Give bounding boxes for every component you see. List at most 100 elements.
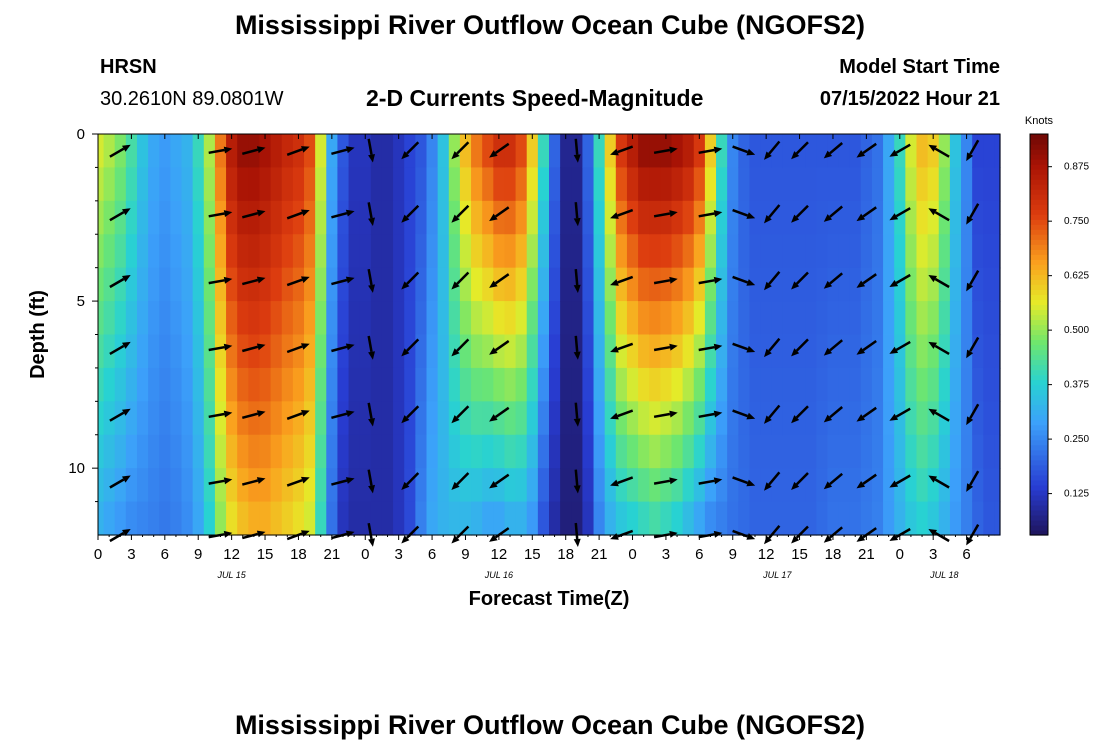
heatmap-cell xyxy=(649,501,661,536)
arrow-head xyxy=(401,151,410,160)
heatmap-cell xyxy=(404,468,416,503)
heatmap-cell xyxy=(838,434,851,469)
heatmap-cell xyxy=(615,200,628,235)
heatmap-cell xyxy=(359,468,372,503)
heatmap-cell xyxy=(181,401,194,436)
heatmap-cell xyxy=(237,167,249,202)
depth-time-chart: 0 3 6 9 12 15 18 21 0 3 6 9 12 15 18 21 0 3 6 9 12 15 18 21 0 3 6J… xyxy=(27,115,1089,610)
arrow-head xyxy=(345,477,355,484)
arrow-shaft xyxy=(456,271,470,285)
heatmap-cell xyxy=(649,167,661,202)
heatmap-cell xyxy=(916,167,929,202)
arrow-shaft xyxy=(653,148,671,155)
colorbar-segment xyxy=(1030,304,1048,311)
heatmap-cell xyxy=(961,301,973,336)
arrow-head xyxy=(122,408,131,416)
heatmap-cell xyxy=(125,267,138,302)
colorbar-segment xyxy=(1030,229,1048,235)
heatmap-cell xyxy=(159,434,171,469)
arrow-head xyxy=(791,535,800,544)
heatmap-cell xyxy=(148,200,160,235)
heatmap-cell xyxy=(537,334,550,369)
heatmap-cell xyxy=(626,267,639,302)
current-arrow xyxy=(109,144,131,158)
heatmap-cell xyxy=(148,401,160,436)
heatmap-cell xyxy=(270,267,283,302)
heatmap-cell xyxy=(226,468,238,503)
heatmap-cell xyxy=(560,468,572,503)
heatmap-cell xyxy=(426,501,439,536)
heatmap-cell xyxy=(604,434,617,469)
heatmap-cell xyxy=(526,301,539,336)
heatmap-cell xyxy=(471,501,483,536)
arrow-shaft xyxy=(768,524,781,539)
current-arrow xyxy=(489,473,510,489)
heatmap-cell xyxy=(482,301,494,336)
heatmap-cell xyxy=(259,367,272,402)
colorbar-segment xyxy=(1030,434,1048,441)
heatmap-cell xyxy=(226,200,238,235)
heatmap-cell xyxy=(716,200,728,235)
heatmap-cell xyxy=(693,501,706,536)
colorbar-tick-label: 0.125 xyxy=(1064,489,1089,500)
colorbar-segment xyxy=(1030,454,1048,461)
colorbar-segment xyxy=(1030,459,1048,466)
heatmap-cell xyxy=(515,200,528,235)
arrow-head xyxy=(489,347,498,355)
colorbar-segment xyxy=(1030,399,1048,406)
heatmap-cell xyxy=(437,200,450,235)
heatmap-cell xyxy=(459,468,472,503)
colorbar-segment xyxy=(1030,499,1048,506)
heatmap-cell xyxy=(894,200,906,235)
current-arrow xyxy=(573,469,581,494)
colorbar-segment xyxy=(1030,274,1048,280)
arrow-shaft xyxy=(286,412,303,420)
current-arrow xyxy=(732,342,756,353)
heatmap-cell xyxy=(727,334,739,369)
current-arrow xyxy=(791,472,809,490)
heatmap-cell xyxy=(604,501,617,536)
heatmap-cell xyxy=(927,301,940,336)
heatmap-cell xyxy=(515,301,528,336)
heatmap-cell xyxy=(704,367,717,402)
heatmap-cell xyxy=(704,501,717,536)
arrow-shaft xyxy=(241,412,259,420)
arrow-shaft xyxy=(617,409,634,418)
heatmap-cell xyxy=(515,501,528,536)
heatmap-cell xyxy=(916,301,929,336)
arrow-head xyxy=(345,276,355,284)
heatmap-cell xyxy=(593,367,606,402)
heatmap-cell xyxy=(292,301,305,336)
heatmap-cell xyxy=(972,301,984,336)
current-arrow xyxy=(732,476,756,487)
arrow-shaft xyxy=(895,340,911,351)
heatmap-cell xyxy=(393,468,405,503)
heatmap-cell xyxy=(738,401,751,436)
current-arrow xyxy=(764,140,781,160)
heatmap-cell xyxy=(482,334,494,369)
heatmap-cell xyxy=(370,134,383,169)
colorbar-segment xyxy=(1030,484,1048,491)
arrow-head xyxy=(122,275,131,283)
heatmap-cell xyxy=(638,200,650,235)
heatmap-cell xyxy=(226,434,238,469)
heatmap-cell xyxy=(793,167,806,202)
arrow-head xyxy=(928,408,937,416)
current-arrow xyxy=(928,408,950,422)
heatmap-cell xyxy=(248,434,261,469)
heatmap-cell xyxy=(626,501,639,536)
arrow-shaft xyxy=(109,344,125,355)
current-arrow xyxy=(208,410,233,419)
current-arrow xyxy=(928,208,950,222)
heatmap-cell xyxy=(927,200,940,235)
heatmap-cell xyxy=(571,167,584,202)
arrow-shaft xyxy=(208,412,225,419)
heatmap-cell xyxy=(493,234,506,269)
arrow-head xyxy=(122,144,131,152)
arrow-head xyxy=(791,415,800,424)
heatmap-cell xyxy=(192,267,205,302)
arrow-shaft xyxy=(895,527,911,539)
heatmap-cell xyxy=(838,200,851,235)
heatmap-cell xyxy=(994,367,1001,402)
arrow-head xyxy=(451,151,460,160)
